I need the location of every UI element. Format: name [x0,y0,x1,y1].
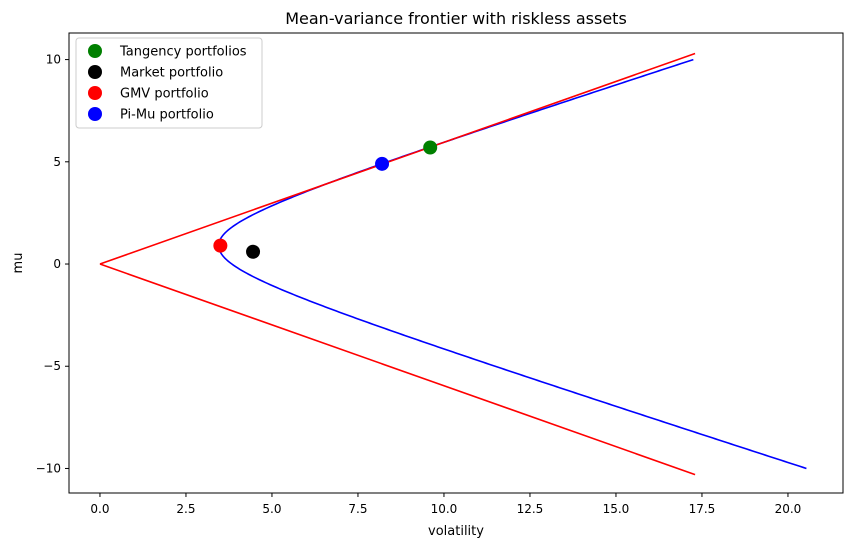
point-gmv-portfolio [213,238,228,253]
y-tick-label: 0 [53,257,61,271]
legend-marker [88,86,102,100]
x-tick-label: 10.0 [431,502,458,516]
x-tick-label: 5.0 [262,502,281,516]
legend-label: Pi-Mu portfolio [120,108,214,123]
x-tick-label: 0.0 [90,502,109,516]
y-tick-label: 5 [53,155,61,169]
chart-title: Mean-variance frontier with riskless ass… [285,9,627,28]
legend-marker [88,44,102,58]
frontier-curve [217,58,807,470]
legend-box [75,37,263,129]
x-tick-label: 20.0 [775,502,802,516]
legend: Tangency portfolios Market portfolio GMV p… [75,37,263,129]
axes-ticks: 0.0 2.5 5.0 7.5 10.0 12.5 15.0 17.5 20.0 −10 −5 0 5 1… [36,53,802,516]
legend-marker [88,65,102,79]
legend-label: GMV portfolio [120,87,209,102]
x-tick-label: 17.5 [689,502,716,516]
y-tick-label: −5 [43,359,61,373]
y-axis-label: mu [11,253,26,274]
legend-marker [88,107,102,121]
riskless-line-lower [99,263,696,476]
x-axis-label: volatility [428,524,484,539]
riskless-line-upper [99,52,696,265]
point-pi-mu-portfolio [375,156,390,171]
x-tick-label: 7.5 [348,502,367,516]
x-tick-label: 12.5 [517,502,544,516]
plot-frame [68,32,844,494]
legend-label: Market portfolio [120,66,223,81]
x-tick-label: 2.5 [176,502,195,516]
legend-label: Tangency portfolios [119,45,247,60]
x-tick-label: 15.0 [603,502,630,516]
plot-area [99,52,807,476]
point-market-portfolio [246,244,261,259]
point-tangency-portfolios [423,140,438,155]
y-tick-label: 10 [46,53,61,67]
y-tick-label: −10 [36,461,61,475]
